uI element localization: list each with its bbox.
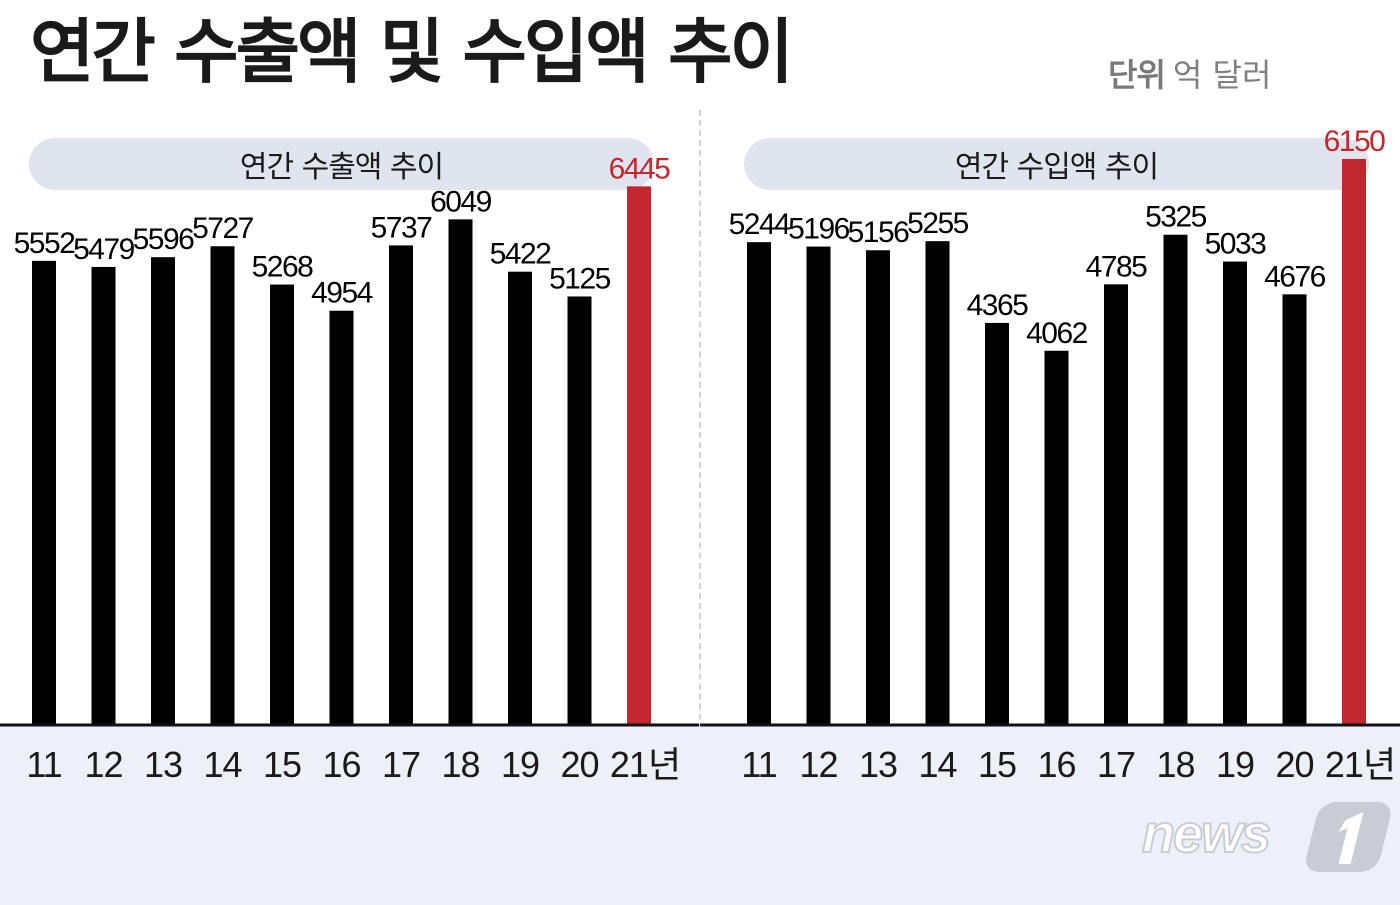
bar	[567, 296, 592, 724]
data-label: 4785	[1086, 250, 1148, 283]
unit-note: 단위 억 달러	[1108, 50, 1271, 96]
x-tick-label: 20	[1275, 744, 1313, 785]
axis-band	[0, 726, 1400, 905]
x-tick-label: 14	[918, 744, 956, 785]
x-tick-label: 18	[1156, 744, 1194, 785]
bar	[270, 284, 294, 724]
x-tick-label: 18	[441, 744, 479, 785]
bar	[985, 322, 1009, 724]
x-tick-label: 14	[203, 744, 241, 785]
panel-divider	[699, 110, 701, 780]
x-tick-label: 11	[26, 744, 61, 785]
data-label: 5244	[729, 208, 791, 241]
data-label: 5737	[371, 211, 433, 244]
data-label: 5422	[490, 238, 552, 271]
data-label: 5156	[848, 216, 910, 249]
x-tick-label: 17	[382, 744, 420, 785]
x-tick-label: 20	[560, 744, 598, 785]
data-label: 6445	[609, 152, 671, 185]
unit-value: 억 달러	[1172, 56, 1272, 94]
data-label: 5479	[73, 233, 135, 266]
export-chart-title: 연간 수출액 추이	[29, 138, 654, 190]
news1-logo: news	[1141, 802, 1391, 872]
x-tick-label: 16	[1037, 744, 1075, 785]
bar	[1163, 234, 1188, 724]
import-chart-title: 연간 수입액 추이	[744, 138, 1369, 190]
bar	[91, 266, 116, 724]
x-tick-label: 17	[1097, 744, 1135, 785]
x-tick-label: 21년	[1325, 744, 1395, 785]
svg-text:news: news	[1142, 804, 1270, 864]
x-tick-label: 13	[859, 744, 897, 785]
bar	[448, 219, 473, 724]
x-tick-label: 16	[322, 744, 360, 785]
data-label: 6049	[430, 185, 492, 218]
bar	[329, 310, 354, 724]
bar	[1104, 284, 1128, 724]
export-bar-chart: 5552 11 5479 12 5596 13 5727 14 5268 15 4954 16 5737…	[0, 152, 699, 785]
bar	[747, 242, 771, 724]
bar	[389, 245, 413, 724]
bar	[508, 271, 532, 724]
data-label: 4062	[1026, 317, 1088, 350]
bar	[210, 246, 235, 725]
bar	[925, 241, 950, 724]
data-label: 5596	[133, 223, 195, 256]
data-label: 5196	[788, 213, 850, 246]
data-label: 5125	[549, 262, 611, 295]
page-title: 연간 수출액 및 수입액 추이	[30, 11, 794, 93]
bar	[1223, 261, 1247, 724]
data-label: 4365	[967, 289, 1029, 322]
import-bar-chart: 5244 11 5196 12 5156 13 5255 14 4365 15 4062 16 4785…	[700, 125, 1400, 785]
bar	[151, 257, 175, 724]
x-tick-label: 13	[144, 744, 182, 785]
x-tick-label: 19	[1216, 744, 1254, 785]
data-label: 4954	[311, 277, 373, 310]
x-tick-label: 12	[799, 744, 837, 785]
data-label: 5268	[252, 251, 314, 284]
data-label: 6150	[1324, 125, 1386, 158]
unit-label: 단위	[1108, 56, 1166, 94]
data-label: 5033	[1205, 228, 1267, 261]
x-tick-label: 15	[263, 744, 301, 785]
x-tick-label: 21년	[610, 744, 680, 785]
x-tick-label: 19	[501, 744, 539, 785]
x-tick-label: 12	[84, 744, 122, 785]
bar	[866, 250, 890, 725]
data-label: 5552	[14, 227, 76, 260]
data-label: 4676	[1264, 260, 1326, 293]
data-label: 5255	[907, 207, 969, 240]
bar	[1342, 158, 1366, 725]
data-label: 5325	[1145, 201, 1207, 234]
bar	[1044, 350, 1069, 724]
bar	[806, 246, 831, 724]
bar	[32, 260, 56, 724]
data-label: 5727	[192, 212, 254, 245]
x-tick-label: 15	[978, 744, 1016, 785]
bar	[627, 186, 651, 724]
bar	[1282, 294, 1307, 724]
x-tick-label: 11	[741, 744, 776, 785]
